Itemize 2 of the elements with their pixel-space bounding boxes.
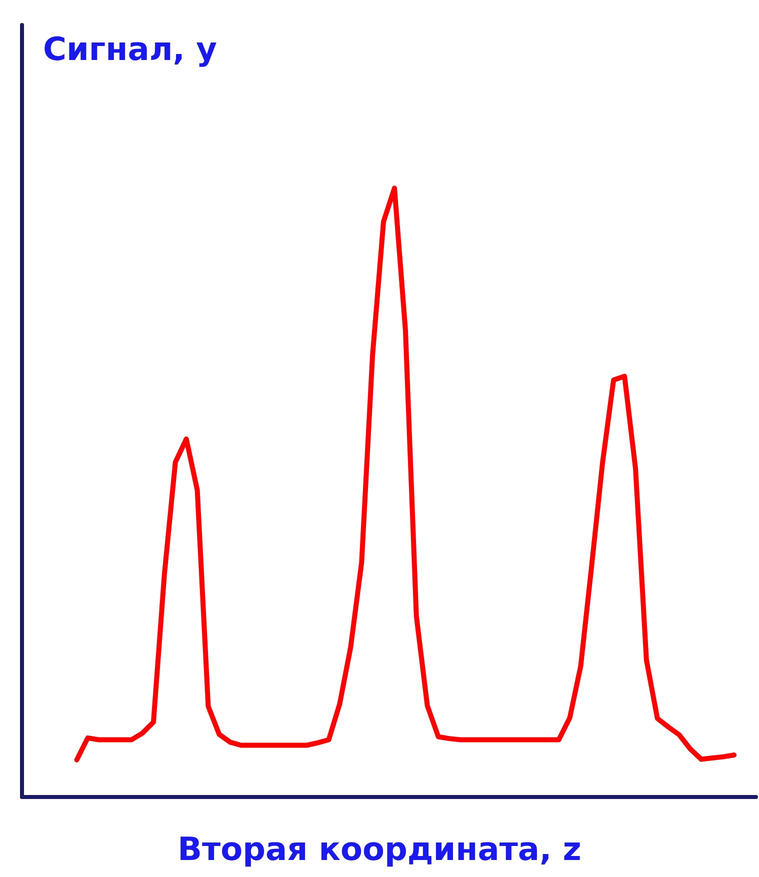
- x-axis-title: Вторая координата, z: [178, 830, 582, 868]
- y-axis-title: Сигнал, у: [43, 30, 218, 68]
